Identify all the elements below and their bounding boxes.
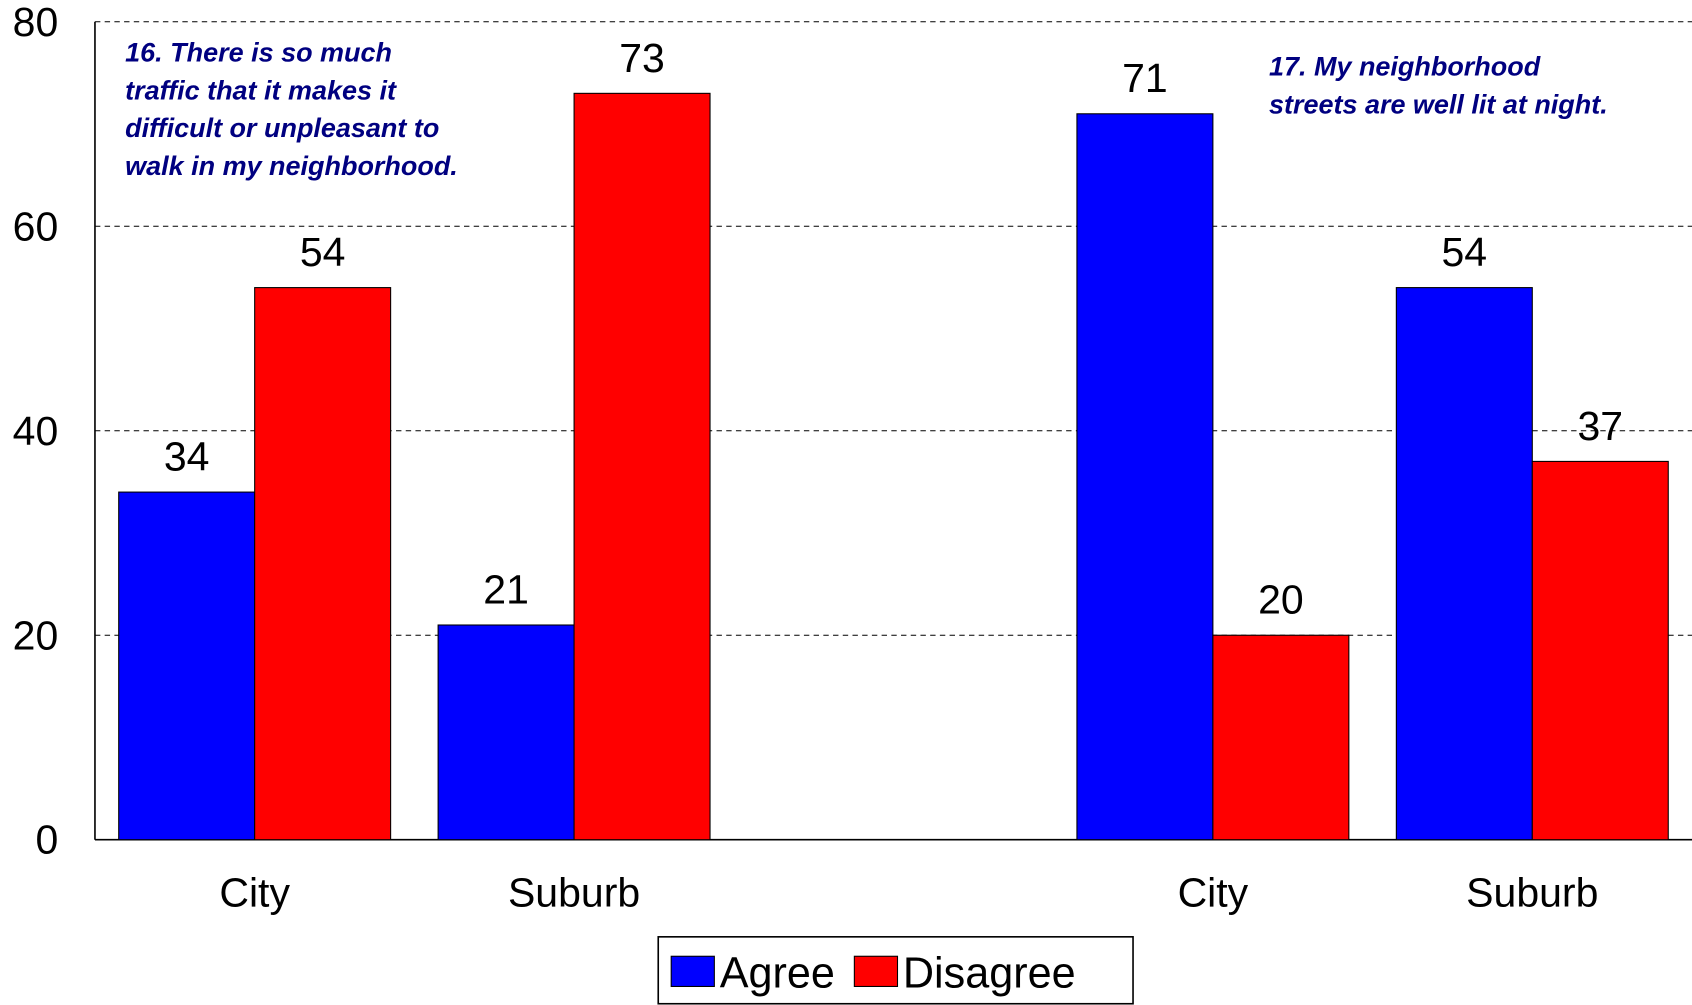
value-label: 54 <box>300 229 346 275</box>
legend-label: Disagree <box>903 950 1076 998</box>
y-tick-label: 80 <box>13 0 59 45</box>
legend-swatch <box>670 955 715 988</box>
bar <box>254 287 392 841</box>
annotation: walk in my neighborhood. <box>125 151 458 181</box>
value-label: 20 <box>1258 577 1304 623</box>
y-tick-label: 0 <box>35 817 58 863</box>
annotation: streets are well lit at night. <box>1269 89 1608 119</box>
legend-label: Agree <box>720 950 835 998</box>
x-tick-label: City <box>1178 870 1249 916</box>
y-tick-label: 40 <box>13 408 59 454</box>
annotation: 17. My neighborhood <box>1269 52 1541 82</box>
value-label: 34 <box>164 434 210 480</box>
bar <box>573 92 711 841</box>
x-tick-label: Suburb <box>508 870 640 916</box>
x-tick-label: City <box>219 870 290 916</box>
bar <box>1212 634 1350 841</box>
value-label: 21 <box>483 566 529 612</box>
legend-box <box>657 936 1134 1005</box>
bar <box>1531 460 1669 841</box>
annotation: difficult or unpleasant to <box>125 113 439 143</box>
value-label: 54 <box>1442 229 1488 275</box>
value-label: 73 <box>619 35 665 81</box>
annotation: 16. There is so much <box>125 38 392 68</box>
bar <box>437 624 575 841</box>
bar <box>1076 113 1214 841</box>
y-tick-label: 60 <box>13 203 59 249</box>
y-tick-label: 20 <box>13 612 59 658</box>
value-label: 71 <box>1122 55 1168 101</box>
value-label: 37 <box>1577 403 1623 449</box>
bar <box>1395 287 1533 841</box>
x-tick-label: Suburb <box>1466 870 1598 916</box>
legend-swatch <box>853 955 899 988</box>
annotation: traffic that it makes it <box>125 75 397 105</box>
bar <box>118 491 256 841</box>
